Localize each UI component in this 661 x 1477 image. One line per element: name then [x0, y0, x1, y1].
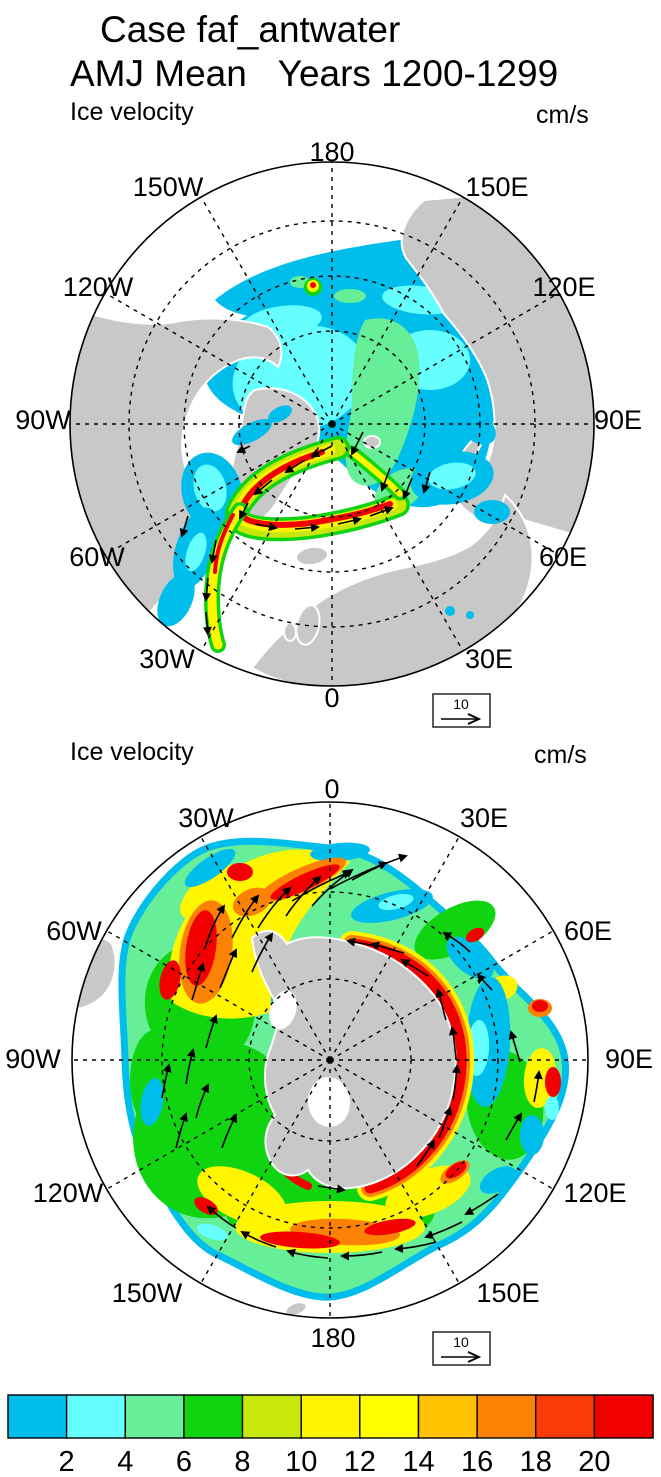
antarctic-field-label: Ice velocity: [70, 738, 194, 766]
colorbar-segment: [417, 1394, 478, 1439]
arctic-field-label: Ice velocity: [70, 98, 194, 126]
ring-label-0: 0: [324, 683, 339, 713]
colorbar-segment: [241, 1394, 302, 1439]
antarctic-ring-labels: 0 30E 60E 90E 120E 150E 180 150W 120W 90…: [5, 774, 653, 1353]
arctic-panel: Ice velocity cm/s: [15, 98, 642, 728]
antarctic-ref-vector-value: 10: [453, 1334, 469, 1350]
ring-label-150e: 150E: [465, 172, 528, 202]
colorbar-tick: 14: [402, 1446, 434, 1477]
antarctic-map-outline: [71, 801, 589, 1319]
ring-label-s-90w: 90W: [5, 1044, 61, 1074]
colorbar-tick: 4: [117, 1446, 133, 1477]
colorbar-segments: [7, 1394, 654, 1439]
arctic-velocity-jets: [203, 278, 410, 653]
antarctic-panel: Ice velocity cm/s: [5, 738, 653, 1366]
ring-label-90e: 90E: [594, 405, 642, 435]
colorbar-segment: [535, 1394, 596, 1439]
colorbar-segment: [65, 1394, 126, 1439]
ring-label-120w: 120W: [63, 272, 134, 302]
ring-label-s-150e: 150E: [476, 1278, 539, 1308]
arctic-map-content: [70, 162, 594, 686]
ring-label-s-150w: 150W: [112, 1278, 183, 1308]
ring-label-s-180: 180: [310, 1323, 355, 1353]
ring-label-120e: 120E: [532, 272, 595, 302]
ring-label-s-60w: 60W: [46, 916, 102, 946]
figure-title-line1: Case faf_antwater: [100, 9, 400, 50]
ring-label-s-120w: 120W: [33, 1178, 104, 1208]
ring-label-s-120e: 120E: [563, 1178, 626, 1208]
colorbar-tick: 8: [234, 1446, 250, 1477]
colorbar-tick: 12: [344, 1446, 376, 1477]
ring-label-s-30e: 30E: [460, 803, 508, 833]
ronne-ice-shelf: [269, 990, 297, 1030]
colorbar-tick: 16: [461, 1446, 493, 1477]
colorbar-segment: [300, 1394, 361, 1439]
figure-title-line2: AMJ Mean Years 1200-1299: [70, 53, 558, 94]
ring-label-180: 180: [309, 137, 354, 167]
ireland: [283, 622, 297, 642]
arctic-graticule: [70, 162, 594, 686]
colorbar-segment: [476, 1394, 537, 1439]
colorbar-tick: 18: [520, 1446, 552, 1477]
siberia-landmass: [400, 178, 594, 562]
colorbar-segment: [359, 1394, 420, 1439]
colorbar-tick: 10: [285, 1446, 317, 1477]
europe-landmass: [250, 493, 534, 686]
ring-label-90w: 90W: [15, 405, 71, 435]
ring-label-60e: 60E: [539, 542, 587, 572]
antarctic-units-label: cm/s: [534, 741, 587, 769]
ross-ice-shelf: [307, 1077, 351, 1127]
ring-label-s-0: 0: [324, 774, 339, 804]
svalbard: [363, 435, 381, 449]
ring-label-60w: 60W: [69, 542, 125, 572]
ring-label-s-60e: 60E: [564, 916, 612, 946]
ring-label-30w: 30W: [139, 644, 195, 674]
colorbar-segment: [593, 1394, 654, 1439]
colorbar-segment: [7, 1394, 68, 1439]
arctic-ring-labels: 180 150E 120E 90E 60E 30E 0 30W 60W 90W …: [15, 137, 642, 713]
arctic-reference-vector: 10: [432, 693, 491, 728]
arctic-units-label: cm/s: [536, 101, 589, 129]
antarctic-reference-vector: 10: [432, 1331, 491, 1366]
arctic-ref-vector-value: 10: [453, 696, 469, 712]
ring-label-30e: 30E: [465, 644, 513, 674]
antarctic-velocity-arrows: [161, 853, 543, 1261]
ring-label-150w: 150W: [133, 172, 204, 202]
new-zealand: [284, 1301, 308, 1317]
arctic-marginal-seas-ice: [157, 405, 510, 627]
colorbar: 2 4 6 8 10 12 14 16 18 20: [7, 1394, 654, 1477]
ring-label-s-90e: 90E: [605, 1044, 653, 1074]
arctic-map-outline: [69, 161, 595, 687]
colorbar-tick: 6: [176, 1446, 192, 1477]
colorbar-segment: [183, 1394, 244, 1439]
arctic-velocity-arrows: [179, 431, 431, 636]
ring-label-s-30w: 30W: [178, 803, 234, 833]
colorbar-segment: [124, 1394, 185, 1439]
colorbar-tick: 20: [578, 1446, 610, 1477]
colorbar-tick: 2: [59, 1446, 75, 1477]
colorbar-tick-labels: 2 4 6 8 10 12 14 16 18 20: [59, 1446, 611, 1477]
iceland: [295, 545, 329, 567]
